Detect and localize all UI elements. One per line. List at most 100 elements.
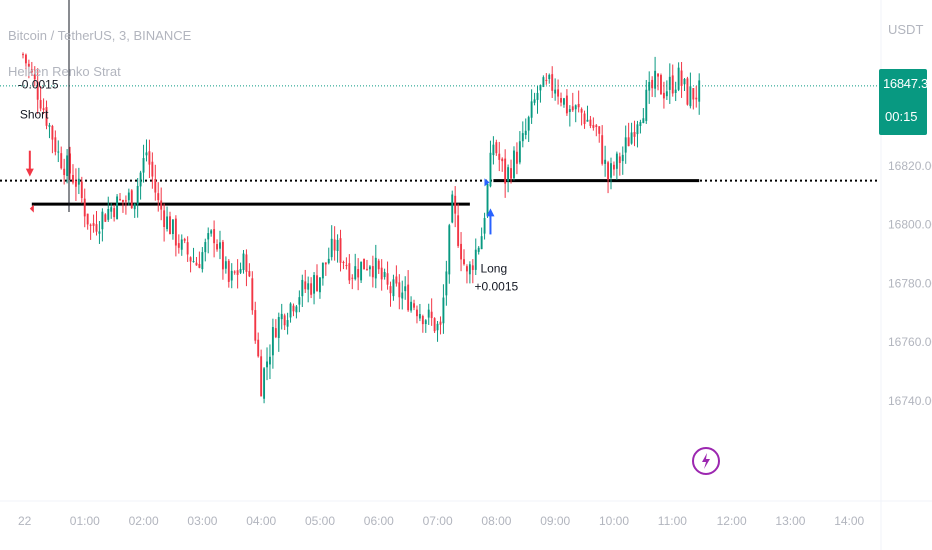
candle-body bbox=[63, 168, 66, 176]
candle-body bbox=[136, 185, 139, 205]
candle-body bbox=[207, 233, 210, 240]
x-tick-label: 12:00 bbox=[717, 514, 747, 528]
candle-body bbox=[463, 259, 465, 265]
candle-body bbox=[186, 242, 189, 255]
candle-body bbox=[151, 161, 154, 177]
lightning-bolt-icon[interactable] bbox=[692, 447, 720, 475]
candle-body bbox=[198, 264, 201, 268]
candle-body bbox=[554, 89, 557, 94]
candle-body bbox=[433, 318, 436, 332]
candle-body bbox=[612, 164, 615, 170]
candle-body bbox=[72, 175, 74, 183]
candle-body bbox=[657, 73, 659, 77]
candle-body bbox=[607, 162, 610, 180]
symbol-title[interactable]: Bitcoin / TetherUS, 3, BINANCE bbox=[8, 28, 192, 43]
candle-body bbox=[345, 264, 348, 267]
candle-body bbox=[674, 89, 677, 93]
candle-body bbox=[98, 231, 101, 234]
candle-body bbox=[269, 356, 271, 365]
candle-body bbox=[595, 125, 598, 128]
candle-body bbox=[395, 276, 398, 284]
time-axis: 22 01:00 02:00 03:00 04:00 05:00 06:00 07:00 08:… bbox=[0, 0, 932, 528]
candle-body bbox=[60, 153, 63, 169]
candle-body bbox=[354, 266, 357, 280]
candle-body bbox=[539, 84, 542, 91]
candle-body bbox=[457, 215, 460, 246]
last-price-value: 16847.32 bbox=[883, 76, 932, 91]
candle-body bbox=[313, 275, 316, 294]
candle-body bbox=[410, 301, 413, 311]
candle-body bbox=[477, 247, 480, 252]
candle-body bbox=[83, 198, 86, 217]
candle-body bbox=[286, 320, 289, 327]
candle-body bbox=[336, 239, 339, 252]
x-tick-label: 13:00 bbox=[775, 514, 805, 528]
candle-body bbox=[451, 194, 454, 223]
candle-body bbox=[651, 79, 654, 89]
candle-body bbox=[601, 135, 604, 164]
candle-body bbox=[660, 75, 662, 95]
candle-body bbox=[204, 242, 207, 253]
candle-body bbox=[686, 78, 689, 105]
candle-body bbox=[101, 211, 104, 230]
candle-body bbox=[427, 309, 430, 318]
candle-body bbox=[486, 183, 489, 216]
x-tick-label: 05:00 bbox=[305, 514, 335, 528]
candle-body bbox=[551, 74, 554, 91]
candle-body bbox=[124, 200, 127, 202]
indicator-title[interactable]: Heiken Renko Strat bbox=[8, 64, 121, 79]
candle-body bbox=[139, 172, 142, 187]
candle-body bbox=[360, 261, 363, 281]
candle-body bbox=[524, 130, 527, 135]
short-signal-value: -0.0015 bbox=[18, 78, 59, 92]
candle-body bbox=[113, 208, 116, 218]
candle-body bbox=[310, 283, 313, 295]
candle-body bbox=[127, 192, 130, 201]
candle-body bbox=[130, 190, 133, 208]
candle-body bbox=[148, 151, 151, 165]
candle-body bbox=[339, 238, 342, 263]
candle-body bbox=[530, 101, 533, 118]
candle-body bbox=[498, 153, 501, 160]
y-tick-label: 16760.00 bbox=[888, 335, 932, 349]
candle-body bbox=[610, 163, 612, 178]
candle-body bbox=[233, 271, 236, 273]
candle-body bbox=[80, 181, 83, 199]
candle-body bbox=[474, 249, 477, 270]
candle-body bbox=[224, 261, 227, 269]
candle-body bbox=[571, 106, 574, 111]
candle-body bbox=[324, 262, 327, 265]
candle-body bbox=[639, 122, 642, 126]
candle-body bbox=[492, 144, 495, 156]
candle-body bbox=[448, 225, 451, 275]
y-tick-label: 16820.00 bbox=[888, 159, 932, 173]
candle-body bbox=[348, 263, 351, 281]
x-tick-label: 04:00 bbox=[246, 514, 276, 528]
long-signal-label: Long bbox=[480, 261, 507, 275]
x-tick-label: 22 bbox=[18, 514, 32, 528]
candle-body bbox=[689, 86, 692, 107]
candle-body bbox=[615, 153, 618, 169]
candle-body bbox=[30, 69, 33, 73]
candle-body bbox=[169, 216, 171, 235]
x-tick-label: 01:00 bbox=[70, 514, 100, 528]
candle-body bbox=[683, 78, 686, 85]
candle-body bbox=[636, 124, 639, 135]
candle-body bbox=[642, 118, 645, 123]
candle-body bbox=[239, 269, 242, 273]
candle-body bbox=[166, 216, 169, 230]
candle-body bbox=[401, 292, 404, 299]
candle-body bbox=[160, 200, 163, 210]
candle-body bbox=[39, 100, 42, 109]
candle-body bbox=[510, 168, 512, 179]
candle-body bbox=[57, 151, 60, 153]
candle-body bbox=[533, 99, 536, 103]
candle-body bbox=[662, 92, 665, 99]
candle-body bbox=[454, 195, 457, 214]
candle-body bbox=[318, 277, 321, 293]
long-arrow-head bbox=[486, 208, 495, 217]
candle-body bbox=[568, 109, 571, 113]
candle-body bbox=[598, 126, 601, 134]
short-arrow-head bbox=[25, 168, 34, 177]
